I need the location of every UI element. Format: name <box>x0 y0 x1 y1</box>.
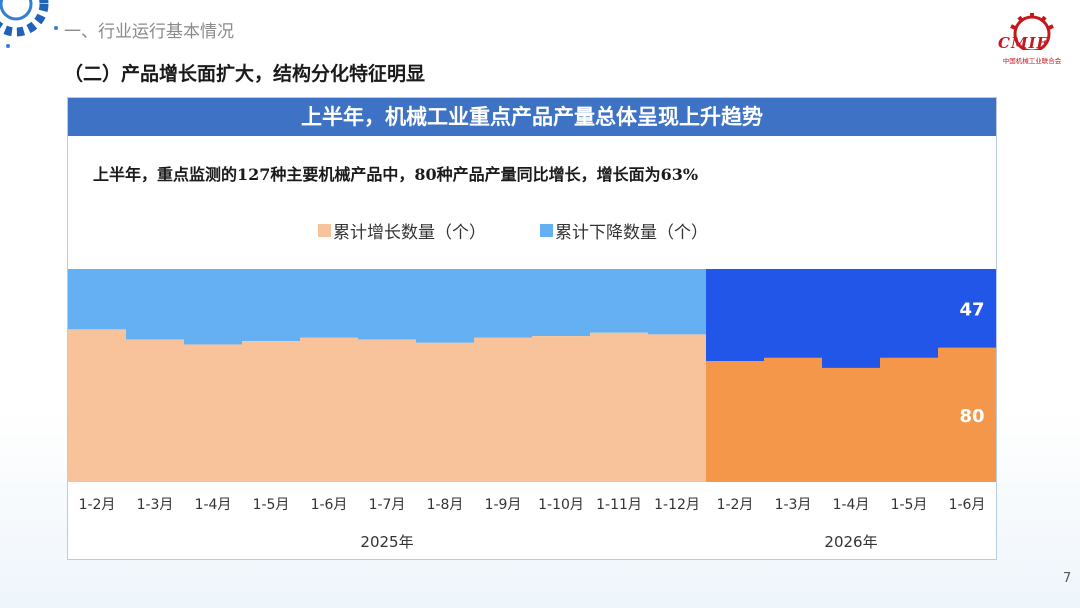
area-segment-decrease <box>590 269 649 333</box>
area-segment-decrease <box>242 269 301 342</box>
area-segment-decrease <box>358 269 417 340</box>
data-label: 47 <box>959 299 984 320</box>
section-title: 一、行业运行基本情况 <box>64 22 234 42</box>
x-tick-label: 1-4月 <box>833 497 870 513</box>
panel-header: 上半年，机械工业重点产品产量总体呈现上升趋势 <box>68 98 996 136</box>
area-segment-decrease <box>706 269 765 362</box>
legend-item-decrease: 累计下降数量（个） <box>540 218 708 243</box>
x-tick-label: 1-6月 <box>949 497 986 513</box>
area-segment-increase <box>880 357 939 482</box>
page-number: 7 <box>1063 571 1072 586</box>
x-tick-label: 1-6月 <box>311 497 348 513</box>
area-segment-increase <box>706 361 765 482</box>
area-segment-decrease <box>822 269 881 368</box>
x-tick-label: 1-12月 <box>654 497 700 513</box>
x-tick-label: 1-2月 <box>79 497 116 513</box>
x-tick-label: 1-11月 <box>596 497 642 513</box>
legend-label-increase: 累计增长数量（个） <box>333 223 486 243</box>
area-segment-increase <box>764 357 823 482</box>
area-segment-increase <box>474 337 533 482</box>
area-segment-increase <box>358 339 417 482</box>
area-segment-increase <box>184 344 243 482</box>
logo-subtitle: 中国机械工业联合会 <box>1002 57 1062 65</box>
legend-swatch-increase <box>318 224 331 237</box>
x-tick-label: 1-10月 <box>538 497 584 513</box>
area-segment-decrease <box>126 269 185 340</box>
area-segment-decrease <box>474 269 533 338</box>
area-segment-decrease <box>938 269 996 348</box>
data-label: 80 <box>959 406 984 427</box>
area-segment-decrease <box>416 269 475 343</box>
area-segment-decrease <box>880 269 939 358</box>
area-segment-increase <box>648 334 707 482</box>
area-segment-decrease <box>764 269 823 358</box>
area-segment-increase <box>68 329 127 482</box>
area-segment-decrease <box>648 269 707 335</box>
x-group-label: 2026年 <box>824 533 877 551</box>
cmif-logo: CMIF 中国机械工业联合会 <box>992 10 1072 66</box>
area-segment-decrease <box>184 269 243 345</box>
gear-logo-icon <box>1010 13 1054 50</box>
area-segment-increase <box>126 339 185 482</box>
x-tick-label: 1-3月 <box>775 497 812 513</box>
logo-text: CMIF <box>998 34 1049 52</box>
stacked-area-chart: 1-2月 1-3月 1-4月 1-5月 1-6月 1-7月 1-8月 1-9月 1-10月 1-1… <box>68 269 996 551</box>
area-segment-increase <box>416 342 475 482</box>
area-segment-increase <box>300 337 359 482</box>
highlight-text: 上半年，重点监测的127种主要机械产品中，80种产品产量同比增长，增长面为63% <box>93 165 699 184</box>
sub-title: （二）产品增长面扩大，结构分化特征明显 <box>64 63 426 85</box>
area-segment-increase <box>242 341 301 482</box>
area-segment-decrease <box>300 269 359 338</box>
chart-legend: 累计增长数量（个） 累计下降数量（个） <box>318 218 708 243</box>
legend-label-decrease: 累计下降数量（个） <box>555 223 708 243</box>
area-segment-increase <box>822 367 881 482</box>
area-segment-increase <box>532 336 591 482</box>
x-tick-label: 1-4月 <box>195 497 232 513</box>
chart-panel: 上半年，机械工业重点产品产量总体呈现上升趋势 上半年，重点监测的127种主要机械… <box>67 97 997 560</box>
x-tick-label: 1-7月 <box>369 497 406 513</box>
x-tick-label: 1-8月 <box>427 497 464 513</box>
legend-item-increase: 累计增长数量（个） <box>318 218 486 243</box>
x-tick-label: 1-9月 <box>485 497 522 513</box>
x-tick-label: 1-3月 <box>137 497 174 513</box>
x-tick-label: 1-5月 <box>891 497 928 513</box>
x-tick-label: 1-5月 <box>253 497 290 513</box>
area-segment-decrease <box>532 269 591 337</box>
x-group-label: 2025年 <box>360 533 413 551</box>
legend-swatch-decrease <box>540 224 553 237</box>
area-segment-increase <box>938 347 996 482</box>
area-segment-decrease <box>68 269 127 330</box>
gear-decoration-icon <box>0 0 58 48</box>
area-segment-increase <box>590 332 649 482</box>
x-tick-label: 1-2月 <box>717 497 754 513</box>
